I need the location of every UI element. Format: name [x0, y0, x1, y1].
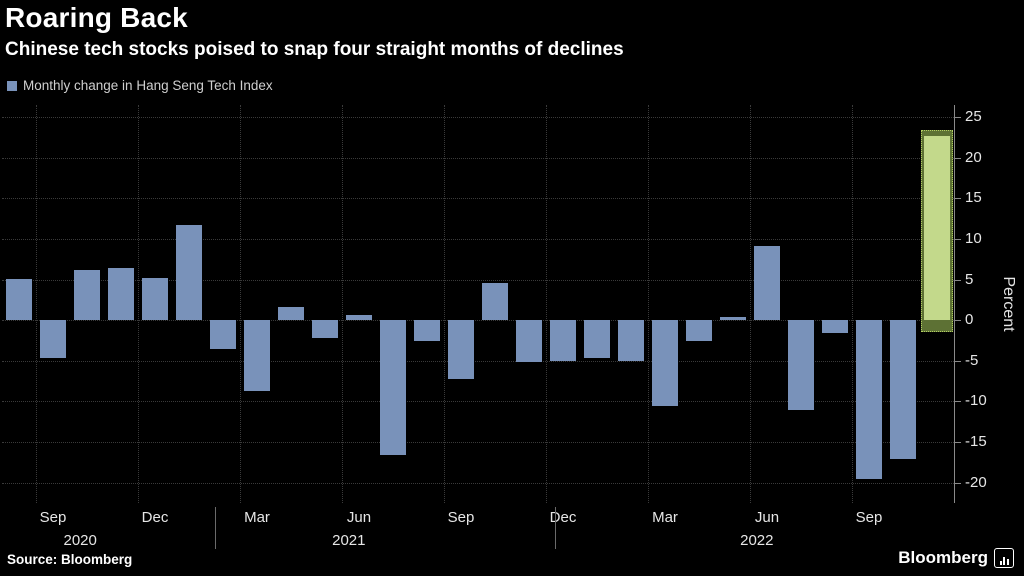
legend-swatch-icon — [7, 80, 17, 91]
bar — [550, 320, 576, 361]
gridline-vertical — [750, 105, 751, 503]
y-axis-tick — [954, 239, 961, 241]
gridline-horizontal — [2, 442, 954, 444]
gridline-horizontal — [2, 198, 954, 200]
y-axis-title: Percent — [1000, 276, 1017, 332]
gridline-horizontal — [2, 279, 954, 281]
bar — [822, 320, 848, 334]
y-axis-label: 10 — [965, 230, 982, 248]
y-axis-label: -5 — [965, 352, 979, 370]
bar — [278, 307, 304, 321]
year-label: 2020 — [63, 532, 97, 549]
year-divider-tick — [214, 507, 216, 549]
y-axis-line — [954, 105, 955, 503]
gridline-vertical — [240, 105, 241, 503]
y-axis-label: 25 — [965, 108, 982, 126]
bar — [414, 320, 440, 342]
gridline-horizontal — [2, 157, 954, 159]
bar — [40, 320, 66, 358]
legend: Monthly change in Hang Seng Tech Index — [7, 78, 273, 93]
bar — [516, 320, 542, 362]
gridline-horizontal — [2, 482, 954, 484]
bar — [244, 320, 270, 391]
bar — [720, 316, 746, 321]
y-axis-tick — [954, 320, 961, 322]
bloomberg-wordmark: Bloomberg — [898, 548, 988, 567]
bar — [482, 282, 508, 321]
x-axis-label: Sep — [447, 509, 475, 526]
y-axis-tick — [954, 198, 961, 200]
y-axis-label: 0 — [965, 311, 974, 329]
x-axis-label: Jun — [346, 509, 372, 526]
x-axis-label: Sep — [855, 509, 883, 526]
bar — [346, 314, 372, 321]
y-axis-label: 15 — [965, 189, 982, 207]
gridline-horizontal — [2, 239, 954, 241]
x-axis-label: Mar — [244, 509, 270, 526]
x-axis-label: Mar — [652, 509, 678, 526]
y-axis-label: 5 — [965, 270, 974, 288]
y-axis-label: -15 — [965, 433, 987, 451]
y-axis-tick — [954, 401, 961, 403]
y-axis-tick — [954, 360, 961, 362]
legend-label: Monthly change in Hang Seng Tech Index — [23, 78, 273, 93]
bar — [176, 225, 202, 321]
x-axis-label: Dec — [549, 509, 577, 526]
gridline-vertical — [36, 105, 37, 503]
gridline-vertical — [648, 105, 649, 503]
bar — [618, 320, 644, 361]
y-axis-tick — [954, 442, 961, 444]
bar — [312, 320, 338, 339]
y-axis-label: 20 — [965, 148, 982, 166]
gridline-vertical — [342, 105, 343, 503]
gridline-horizontal — [2, 320, 954, 322]
y-axis-tick — [954, 157, 961, 159]
bar — [652, 320, 678, 407]
y-axis-label: -10 — [965, 392, 987, 410]
bar — [380, 320, 406, 456]
gridline-vertical — [852, 105, 853, 503]
gridline-horizontal — [2, 117, 954, 119]
x-axis-label: Sep — [39, 509, 67, 526]
plot-area — [2, 105, 954, 503]
bloomberg-logo: Bloomberg — [898, 548, 1014, 568]
bar — [142, 278, 168, 321]
gridline-horizontal — [2, 360, 954, 362]
gridline-vertical — [444, 105, 445, 503]
highlight-bar — [924, 135, 950, 321]
x-axis-label: Dec — [141, 509, 169, 526]
gridline-vertical — [546, 105, 547, 503]
bar — [448, 320, 474, 379]
year-label: 2021 — [332, 532, 366, 549]
gridline-vertical — [138, 105, 139, 503]
y-axis-tick — [954, 482, 961, 484]
bar — [686, 320, 712, 342]
bar — [6, 278, 32, 321]
y-axis-label: -20 — [965, 473, 987, 491]
year-label: 2022 — [740, 532, 774, 549]
x-axis: Sep Dec Mar Jun Sep Dec Mar Jun Sep 2020 2021 2022 — [2, 105, 954, 563]
year-divider-tick — [554, 507, 556, 549]
bar — [74, 269, 100, 321]
chart-subtitle: Chinese tech stocks poised to snap four … — [5, 39, 624, 60]
chart-title: Roaring Back — [5, 2, 188, 33]
y-axis-tick — [954, 279, 961, 281]
bar — [890, 320, 916, 460]
bar — [210, 320, 236, 350]
bar — [856, 320, 882, 479]
bloomberg-terminal-icon — [994, 548, 1014, 568]
bar-chart: 25 20 15 10 5 0 -5 -10 -15 -20 Percent Sep Dec Mar J… — [2, 105, 1022, 563]
bar — [108, 268, 134, 321]
y-axis-tick — [954, 117, 961, 119]
source-text: Source: Bloomberg — [7, 552, 133, 567]
bar — [584, 320, 610, 359]
x-axis-label: Jun — [754, 509, 780, 526]
bar — [788, 320, 814, 410]
gridline-horizontal — [2, 401, 954, 403]
bar — [754, 245, 780, 321]
